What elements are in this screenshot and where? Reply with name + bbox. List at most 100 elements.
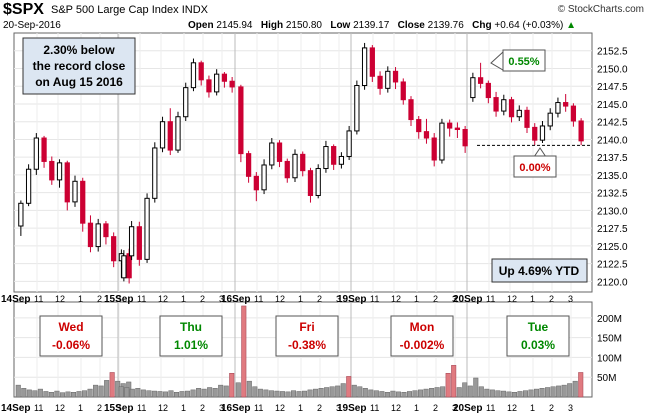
day-change-label: Tue 0.03% <box>506 315 570 357</box>
day-change-label: Thu 1.01% <box>159 315 223 357</box>
candle-down <box>198 62 204 81</box>
volume-bar <box>285 391 291 398</box>
volume-bar <box>151 390 157 398</box>
close-value: 2139.76 <box>427 20 464 31</box>
candle-down <box>454 127 461 131</box>
volume-bar <box>528 389 534 398</box>
index-name-text: S&P 500 Large Cap Index <box>51 4 179 16</box>
volume-bar <box>440 386 446 398</box>
low-value: 2139.17 <box>353 20 390 31</box>
volume-bar <box>162 391 168 398</box>
x-tick-label: 3 <box>452 403 457 413</box>
candle-up <box>361 47 368 87</box>
volume-bar <box>451 365 457 398</box>
price-tick-label: 2127.5 <box>597 224 628 235</box>
low-callout: 0.00% <box>513 147 557 178</box>
volume-bar <box>274 390 280 398</box>
ohlc-summary: Open 2145.94 High 2150.80 Low 2139.17 Cl… <box>188 20 576 31</box>
x-tick-label: 3 <box>336 294 341 304</box>
day-change-value: -0.06% <box>52 338 90 352</box>
x-tick-label: 12 <box>55 294 65 304</box>
high-callout-text: 0.55% <box>508 56 539 68</box>
candle-up <box>261 164 267 191</box>
x-tick-label: 11 <box>370 294 379 304</box>
volume-bar <box>406 391 413 398</box>
candle-down <box>392 70 399 83</box>
x-tick-label: 3 <box>568 403 573 413</box>
x-tick-label: 3 <box>452 294 457 304</box>
x-tick-label: 11 <box>34 294 43 304</box>
volume-bar <box>98 385 104 398</box>
candle-up <box>555 102 561 114</box>
candle-up <box>346 130 352 157</box>
volume-bar <box>340 383 346 398</box>
x-tick-label: 12 <box>158 403 168 413</box>
x-tick-label: 14Sep <box>1 403 30 414</box>
volume-bar <box>556 385 562 398</box>
price-tick-label: 2140.0 <box>597 135 628 146</box>
volume-bar <box>235 382 241 398</box>
price-tick-label: 2122.5 <box>597 260 628 271</box>
day-change-label: Fri -0.38% <box>275 315 339 357</box>
volume-bar <box>118 386 124 398</box>
volume-bar <box>456 387 462 398</box>
volume-tick-label: 200M <box>597 314 622 325</box>
x-tick-label: 16Sep <box>221 403 250 414</box>
volume-bar <box>21 388 27 398</box>
price-tick-label: 2125.0 <box>597 242 628 253</box>
candle-up <box>152 147 158 199</box>
x-tick-label: 11 <box>137 294 146 304</box>
x-tick-label: 1 <box>78 403 83 413</box>
day-change-bg <box>275 315 339 357</box>
ytd-box: Up 4.69% YTD <box>491 258 588 283</box>
x-tick-label: 1 <box>298 294 303 304</box>
candle-down <box>570 105 577 122</box>
candle-down <box>300 153 306 172</box>
candle-down <box>369 47 375 77</box>
volume-bar <box>218 384 224 398</box>
x-tick-label: 1 <box>181 294 186 304</box>
volume-bar <box>500 390 506 398</box>
candle-down <box>423 131 430 139</box>
symbol-label: $SPX <box>3 1 44 18</box>
x-tick-label: 1 <box>298 403 303 413</box>
day-change-value: -0.38% <box>288 338 326 352</box>
volume-bar <box>129 388 135 398</box>
volume-bar <box>401 392 407 398</box>
volume-bar <box>146 390 152 398</box>
volume-tick-label: 50M <box>597 373 616 384</box>
volume-bar <box>550 386 556 398</box>
volume-bar <box>135 388 141 398</box>
x-tick-label: 2 <box>433 294 438 304</box>
candle-down <box>578 120 584 142</box>
x-tick-label: 14Sep <box>1 294 30 305</box>
high-callout-bg <box>502 49 546 72</box>
price-tick-label: 2150.0 <box>597 64 628 75</box>
volume-bar <box>268 390 274 398</box>
volume-bar <box>561 384 567 398</box>
low-label: Low <box>330 20 351 31</box>
volume-bar <box>324 387 330 398</box>
candle-up <box>175 116 181 151</box>
chg-value: +0.64 (+0.03%) <box>494 20 564 31</box>
record-note-line: 2.30% below <box>43 43 115 57</box>
candle-down <box>245 153 252 177</box>
candle-down <box>307 170 314 196</box>
x-tick-label: 11 <box>486 294 495 304</box>
day-change-day: Tue <box>528 320 549 334</box>
volume-bar <box>252 386 258 398</box>
volume-tick-label: 150M <box>597 334 622 345</box>
price-tick-label: 2142.5 <box>597 118 628 129</box>
volume-bar <box>168 390 174 398</box>
volume-bar <box>362 388 368 398</box>
volume-bar <box>478 386 484 398</box>
candle-down <box>167 121 173 151</box>
volume-bar <box>423 388 429 398</box>
candle-down <box>377 75 383 89</box>
volume-bar <box>489 389 495 398</box>
volume-bar <box>351 384 357 398</box>
x-tick-label: 1 <box>181 403 186 413</box>
day-change-day: Wed <box>58 320 83 334</box>
x-tick-label: 20Sep <box>453 403 482 414</box>
